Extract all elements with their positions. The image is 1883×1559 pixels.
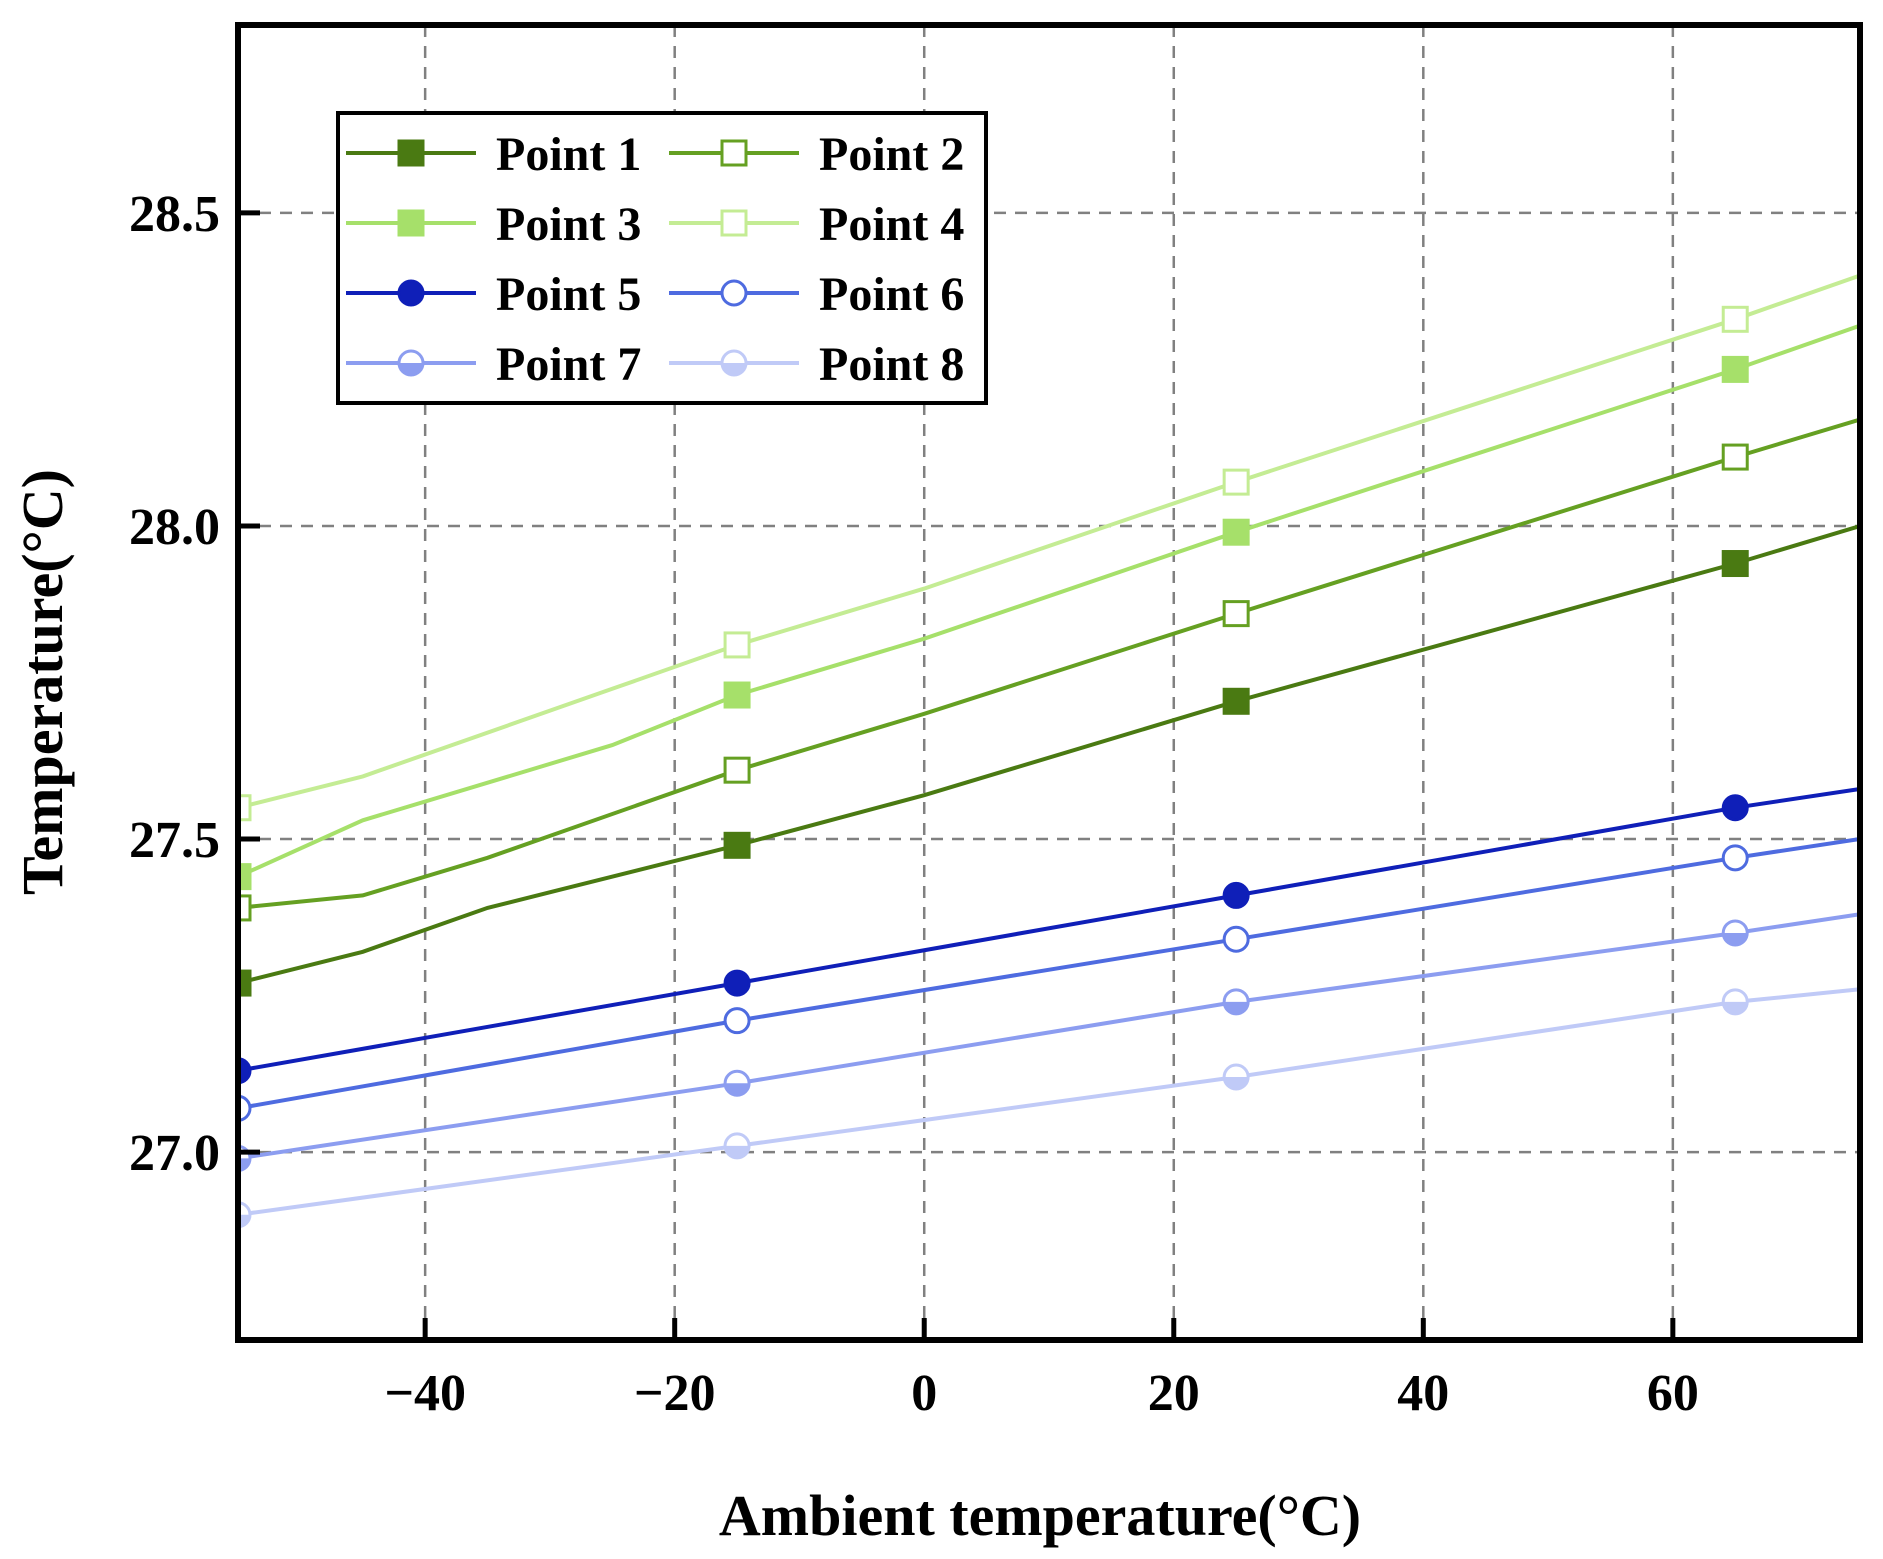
y-tick-label: 27.5 [129,812,220,869]
series-5-marker [723,969,751,997]
legend-label: Point 6 [819,268,964,321]
y-tick-label: 28.0 [129,499,220,556]
legend-label: Point 3 [496,198,641,251]
series-2-marker [723,756,751,784]
series-3-marker [1721,355,1749,383]
series-line-4 [238,273,1860,810]
series-2-marker [1721,443,1749,471]
legend-marker [720,279,748,307]
marker-group [238,305,1749,1229]
legend-label: Point 8 [819,338,964,391]
legend-label: Point 1 [496,128,641,181]
series-6-marker [1721,844,1749,872]
series-6-marker [723,1007,751,1035]
plot-frame [235,22,1863,1343]
x-tick-label: 40 [1397,1365,1449,1422]
x-tick-label: 0 [911,1365,937,1422]
legend-label: Point 7 [496,338,641,391]
series-3-marker [1222,518,1250,546]
legend-marker [720,349,748,377]
legend-marker [397,209,425,237]
x-tick-label: 20 [1148,1365,1200,1422]
legend-marker [397,349,425,377]
series-7-marker [1222,988,1250,1016]
y-axis-title: Temperature(°C) [10,469,75,895]
series-line-2 [238,417,1860,910]
series-1-marker [723,831,751,859]
y-tick-label: 28.5 [129,186,220,243]
legend-label: Point 4 [819,198,964,251]
series-4-marker [1222,468,1250,496]
legend-marker [397,139,425,167]
series-line-1 [238,524,1860,986]
series-7-marker [723,1069,751,1097]
series-group [238,273,1860,1217]
series-3-marker [723,681,751,709]
series-6-marker [1222,925,1250,953]
series-line-3 [238,323,1860,879]
legend-label: Point 5 [496,268,641,321]
ticks: −40 −20 0 20 40 60 27.0 27.5 28.0 28.5 [129,186,1699,1422]
series-1-marker [1721,550,1749,578]
series-4-marker [723,631,751,659]
legend: Point 1 Point 2 Point 3 Point 4 Point 5 Point… [336,111,988,405]
series-5-marker [1721,794,1749,822]
series-4-marker [1721,305,1749,333]
series-8-marker [723,1132,751,1160]
series-7-marker [1721,919,1749,947]
legend-marker [720,209,748,237]
x-tick-label: 60 [1647,1365,1699,1422]
series-8-marker [1222,1063,1250,1091]
x-tick-label: −40 [384,1365,466,1422]
series-5-marker [1222,881,1250,909]
legend-label: Point 2 [819,128,964,181]
series-8-marker [1721,988,1749,1016]
legend-box [336,111,988,405]
series-1-marker [1222,687,1250,715]
x-tick-label: −20 [634,1365,716,1422]
x-axis-title: Ambient temperature(°C) [719,1483,1361,1548]
y-tick-label: 27.0 [129,1125,220,1182]
series-2-marker [1222,600,1250,628]
legend-marker [720,139,748,167]
legend-marker [397,279,425,307]
